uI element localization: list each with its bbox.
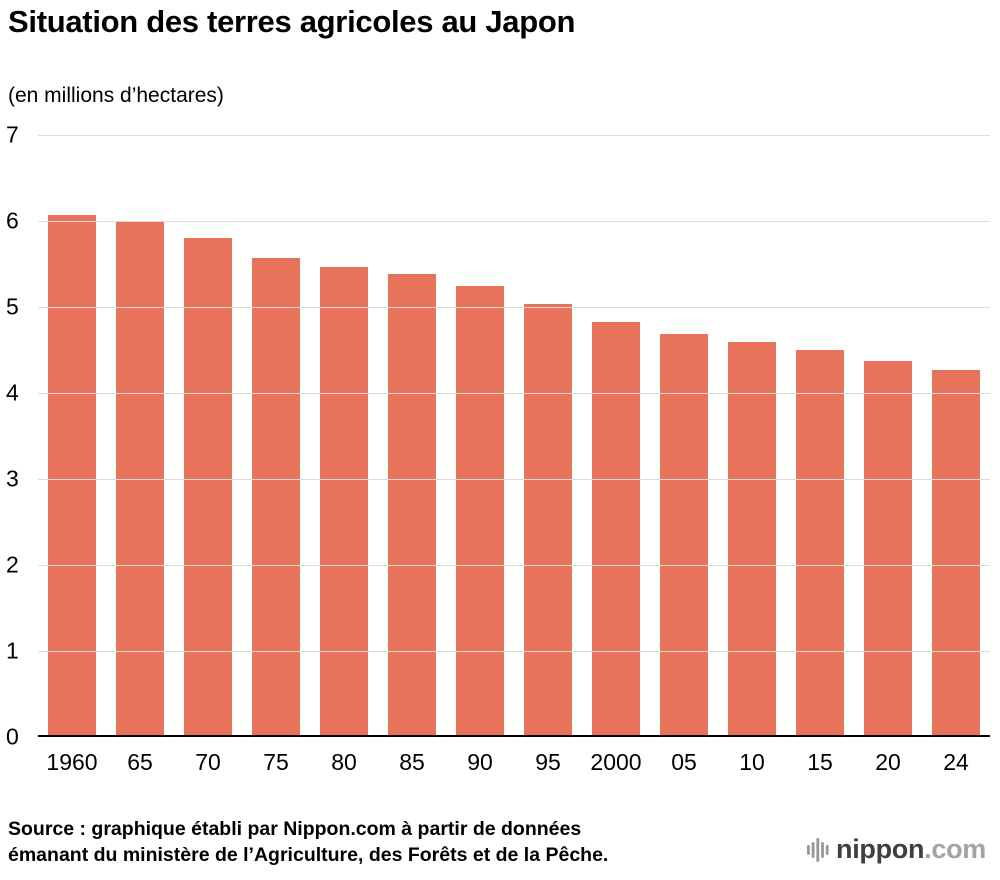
y-tick-label: 3 [6, 465, 19, 492]
x-tick-label: 70 [195, 749, 221, 775]
y-tick-label: 0 [6, 723, 19, 750]
logo-bars-icon [807, 835, 829, 865]
bar-slot [38, 214, 106, 737]
bar-slot [378, 274, 446, 737]
source-line-2: émanant du ministère de l’Agriculture, d… [8, 844, 609, 867]
x-tick-label: 80 [331, 749, 357, 775]
bars [38, 135, 990, 737]
bar-75 [252, 257, 300, 737]
gridline [38, 565, 990, 566]
page-title: Situation des terres agricoles au Japon [8, 4, 576, 39]
bar-90 [456, 286, 504, 737]
logo-text: nippon.com [836, 834, 986, 865]
y-tick-label: 6 [6, 207, 19, 234]
bar-24 [932, 369, 980, 737]
gridline [38, 135, 990, 136]
bar-80 [320, 267, 368, 737]
bar-1960 [48, 214, 96, 737]
gridline [38, 393, 990, 394]
bar-slot [718, 342, 786, 737]
bar-slot [582, 321, 650, 737]
gridline [38, 651, 990, 652]
x-tick-label: 85 [399, 749, 425, 775]
x-axis: 1960 65 70 75 80 85 90 95 2000 05 10 15 20 24 [38, 749, 990, 776]
bar-70 [184, 238, 232, 737]
bar-85 [388, 274, 436, 737]
bar-2000 [592, 321, 640, 737]
bar-20 [864, 361, 912, 737]
x-tick-label: 24 [943, 749, 969, 775]
chart-subtitle: (en millions d’hectares) [8, 84, 224, 107]
y-tick-label: 1 [6, 637, 19, 664]
x-tick-label: 20 [875, 749, 901, 775]
bar-slot [446, 286, 514, 737]
bar-slot [242, 257, 310, 737]
bar-slot [174, 238, 242, 737]
bar-slot [514, 303, 582, 737]
bar-slot [650, 333, 718, 737]
bar-slot [922, 369, 990, 737]
x-tick-label: 95 [535, 749, 561, 775]
source-text: Source : graphique établi par Nippon.com… [8, 816, 608, 869]
gridline [38, 479, 990, 480]
y-tick-label: 2 [6, 551, 19, 578]
x-tick-label: 15 [807, 749, 833, 775]
y-tick-label: 7 [6, 121, 19, 148]
x-tick-label: 65 [127, 749, 153, 775]
gridline [38, 307, 990, 308]
bar-15 [796, 350, 844, 737]
y-tick-label: 5 [6, 293, 19, 320]
bar-chart: 0 1 2 3 4 5 6 7 [0, 122, 990, 750]
bar-slot [310, 267, 378, 737]
x-tick-label: 2000 [590, 749, 642, 775]
x-tick-label: 05 [671, 749, 697, 775]
bar-slot [786, 350, 854, 737]
x-tick-label: 10 [739, 749, 765, 775]
bar-05 [660, 333, 708, 737]
x-tick-label: 1960 [46, 749, 98, 775]
x-axis-line [38, 735, 990, 737]
x-tick-label: 90 [467, 749, 493, 775]
x-tick-label: 75 [263, 749, 289, 775]
y-tick-label: 4 [6, 379, 19, 406]
plot-area [38, 135, 990, 737]
logo-name: nippon [836, 834, 925, 864]
logo-tld: .com [924, 834, 986, 864]
nippon-logo: nippon.com [807, 834, 986, 865]
source-line-1: Source : graphique établi par Nippon.com… [8, 818, 582, 840]
bar-95 [524, 303, 572, 737]
gridline [38, 221, 990, 222]
bar-10 [728, 342, 776, 737]
bar-slot [854, 361, 922, 737]
